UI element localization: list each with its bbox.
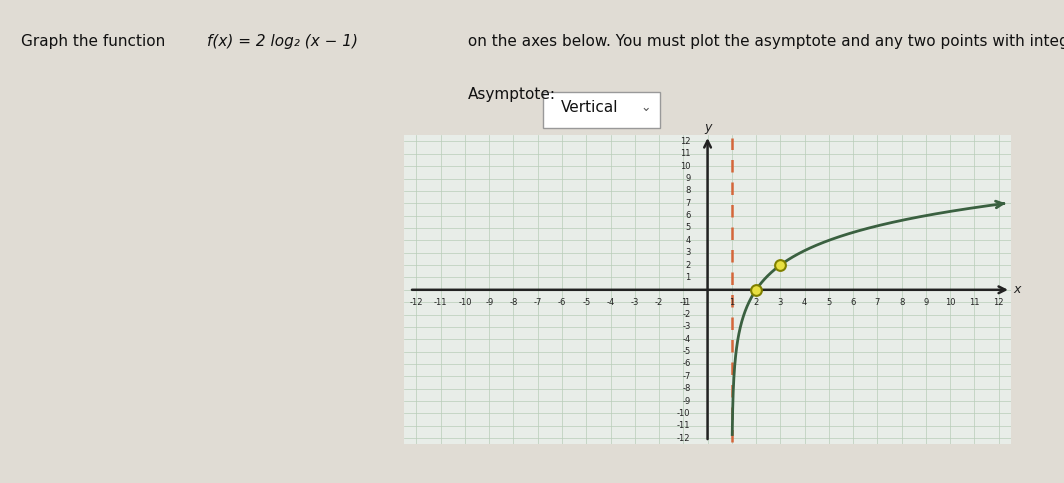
Text: Graph the function: Graph the function xyxy=(21,34,170,49)
Text: -1: -1 xyxy=(679,298,687,308)
Text: -8: -8 xyxy=(510,298,518,308)
Text: -1: -1 xyxy=(682,298,691,307)
Text: -6: -6 xyxy=(682,359,691,369)
Text: -6: -6 xyxy=(558,298,566,308)
Text: -7: -7 xyxy=(533,298,542,308)
Point xyxy=(771,261,788,269)
Text: 9: 9 xyxy=(924,298,929,308)
Text: 3: 3 xyxy=(778,298,783,308)
Text: Vertical: Vertical xyxy=(561,100,618,115)
Text: -5: -5 xyxy=(582,298,591,308)
Text: -11: -11 xyxy=(677,421,691,430)
Text: 2: 2 xyxy=(753,298,759,308)
Text: -5: -5 xyxy=(682,347,691,356)
Text: Asymptote:: Asymptote: xyxy=(468,87,556,102)
Text: x: x xyxy=(1013,284,1020,296)
Text: 11: 11 xyxy=(969,298,980,308)
Text: -10: -10 xyxy=(677,409,691,418)
Text: -9: -9 xyxy=(682,397,691,406)
Text: 11: 11 xyxy=(680,149,691,158)
Text: 4: 4 xyxy=(802,298,808,308)
Text: y: y xyxy=(704,121,711,134)
Text: -11: -11 xyxy=(434,298,448,308)
Text: -12: -12 xyxy=(410,298,423,308)
Text: 10: 10 xyxy=(680,162,691,170)
Text: 3: 3 xyxy=(685,248,691,257)
Point xyxy=(748,286,765,294)
Text: 6: 6 xyxy=(685,211,691,220)
Text: 8: 8 xyxy=(899,298,904,308)
Text: -3: -3 xyxy=(631,298,639,308)
Text: 9: 9 xyxy=(685,174,691,183)
Text: 7: 7 xyxy=(685,199,691,208)
Text: 4: 4 xyxy=(685,236,691,245)
Text: 5: 5 xyxy=(685,224,691,232)
Text: -4: -4 xyxy=(682,335,691,344)
Text: 1: 1 xyxy=(729,298,734,308)
Text: 12: 12 xyxy=(680,137,691,146)
Text: -9: -9 xyxy=(485,298,494,308)
Text: 5: 5 xyxy=(827,298,831,308)
Text: -12: -12 xyxy=(677,434,691,443)
Text: 10: 10 xyxy=(945,298,955,308)
Text: 2: 2 xyxy=(685,260,691,270)
Text: 8: 8 xyxy=(685,186,691,196)
Text: -7: -7 xyxy=(682,372,691,381)
Text: -4: -4 xyxy=(606,298,615,308)
Text: on the axes below. You must plot the asymptote and any two points with integer c: on the axes below. You must plot the asy… xyxy=(463,34,1064,49)
Text: ⌄: ⌄ xyxy=(641,101,651,114)
Text: 1: 1 xyxy=(685,273,691,282)
Text: -3: -3 xyxy=(682,322,691,331)
Text: 6: 6 xyxy=(850,298,855,308)
Text: -10: -10 xyxy=(459,298,471,308)
Text: f(x) = 2 log₂ (x − 1): f(x) = 2 log₂ (x − 1) xyxy=(207,34,359,49)
Text: -2: -2 xyxy=(655,298,663,308)
Text: -8: -8 xyxy=(682,384,691,393)
Text: 12: 12 xyxy=(994,298,1004,308)
Text: 7: 7 xyxy=(875,298,880,308)
Text: -2: -2 xyxy=(682,310,691,319)
